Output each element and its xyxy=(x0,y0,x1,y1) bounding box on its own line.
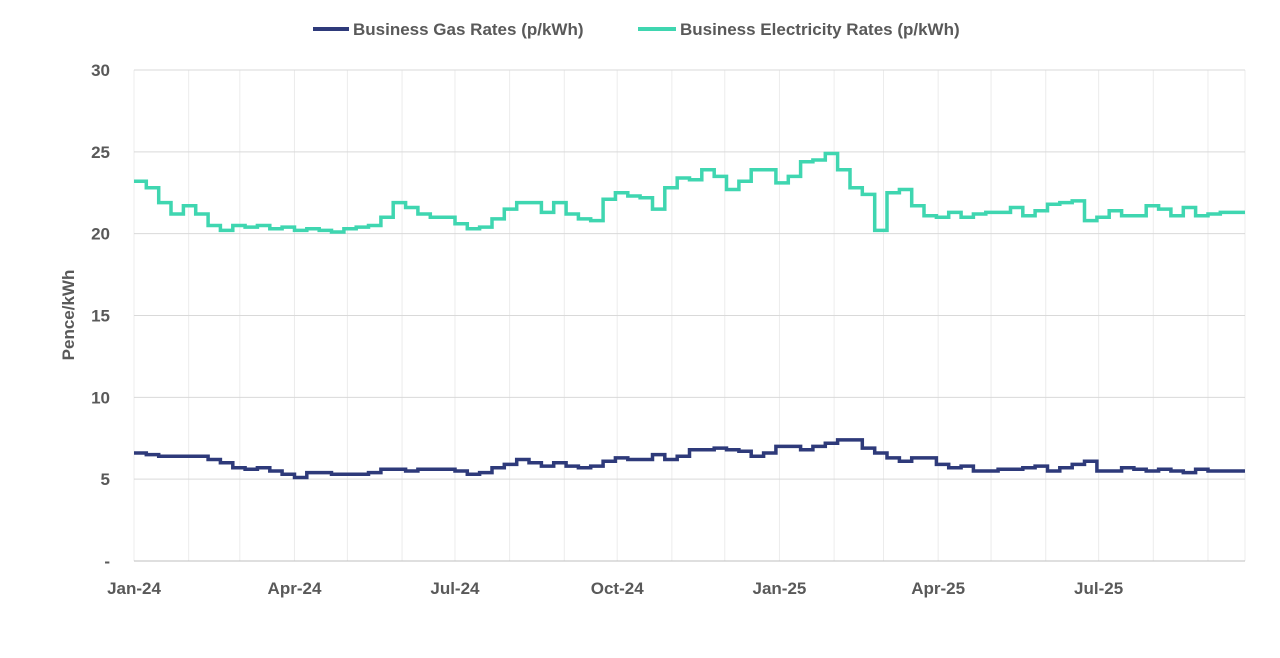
y-axis: - 5 10 15 20 25 30 xyxy=(91,61,110,571)
y-tick-label: 30 xyxy=(91,61,110,80)
x-tick-label: Apr-24 xyxy=(268,579,322,598)
y-tick-label: 20 xyxy=(91,225,110,244)
x-axis: Jan-24 Apr-24 Jul-24 Oct-24 Jan-25 Apr-25 Jul-… xyxy=(107,579,1123,598)
x-tick-label: Oct-24 xyxy=(591,579,644,598)
gridlines xyxy=(133,69,1246,562)
y-tick-label: 15 xyxy=(91,307,110,326)
y-tick-label: 25 xyxy=(91,143,110,162)
x-tick-label: Apr-25 xyxy=(911,579,965,598)
gas-rate-series-line xyxy=(134,438,1245,480)
y-axis-title: Pence/kWh xyxy=(59,270,78,361)
legend: Business Gas Rates (p/kWh) Business Elect… xyxy=(313,20,960,39)
y-tick-label: - xyxy=(104,552,110,571)
x-tick-label: Jan-24 xyxy=(107,579,161,598)
x-tick-label: Jan-25 xyxy=(753,579,807,598)
legend-label: Business Gas Rates (p/kWh) xyxy=(353,20,584,39)
y-tick-label: 5 xyxy=(101,470,110,489)
electricity-rate-series-line xyxy=(134,151,1245,234)
x-tick-label: Jul-25 xyxy=(1074,579,1123,598)
series-lines xyxy=(134,151,1245,480)
y-tick-label: 10 xyxy=(91,388,110,407)
legend-label: Business Electricity Rates (p/kWh) xyxy=(680,20,960,39)
x-tick-label: Jul-24 xyxy=(430,579,480,598)
